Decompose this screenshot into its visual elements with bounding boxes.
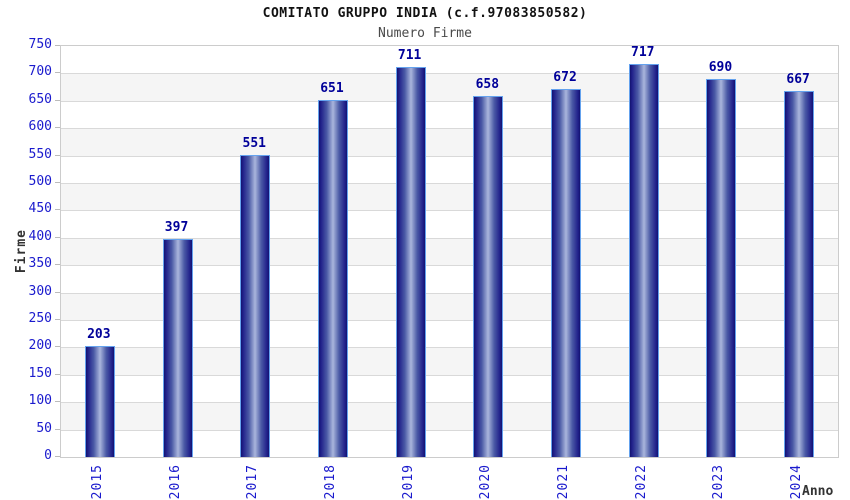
- gridline: [61, 265, 838, 267]
- x-tick-label: 2021: [556, 464, 572, 500]
- y-tick-mark: [55, 373, 60, 375]
- bar-value-label: 203: [87, 326, 111, 342]
- bar-value-label: 551: [242, 136, 266, 152]
- gridline: [61, 73, 838, 75]
- y-tick-mark: [55, 45, 60, 46]
- y-tick-label: 200: [28, 338, 52, 354]
- bar: [784, 91, 815, 457]
- bar-value-label: 711: [397, 48, 422, 64]
- y-tick-label: 550: [28, 146, 52, 162]
- y-tick-label: 600: [28, 119, 52, 135]
- gridline: [61, 402, 838, 404]
- x-tick-label: 2024: [789, 464, 805, 500]
- plot-area: [60, 45, 839, 458]
- x-tick-label: 2020: [478, 464, 494, 500]
- bar: [628, 64, 659, 457]
- bar: [706, 78, 737, 457]
- gridline: [61, 429, 838, 431]
- bar-value-label: 651: [320, 81, 344, 97]
- y-tick-mark: [55, 99, 60, 101]
- y-tick-mark: [55, 127, 60, 129]
- y-tick-mark: [55, 264, 60, 266]
- bar-value-label: 667: [786, 72, 810, 88]
- x-tick-label: 2017: [245, 464, 261, 500]
- bar-value-label: 672: [553, 69, 577, 85]
- gridline: [61, 210, 838, 212]
- y-tick-mark: [55, 154, 60, 156]
- y-tick-mark: [55, 72, 60, 74]
- y-tick-label: 500: [28, 174, 52, 189]
- bar: [473, 96, 504, 457]
- bar-value-label: 397: [164, 220, 189, 236]
- y-tick-label: 0: [44, 448, 52, 463]
- bar: [84, 345, 115, 457]
- y-tick-mark: [55, 236, 60, 238]
- y-tick-mark: [55, 456, 60, 457]
- y-tick-mark: [55, 401, 60, 403]
- bar-value-label: 658: [475, 77, 500, 93]
- y-tick-label: 250: [28, 311, 52, 326]
- gridline: [61, 347, 838, 349]
- y-tick-label: 650: [28, 91, 52, 107]
- bar: [317, 100, 348, 457]
- bar: [240, 155, 271, 457]
- gridline: [61, 292, 838, 294]
- y-tick-mark: [55, 319, 60, 320]
- y-tick-label: 150: [28, 365, 52, 381]
- y-tick-mark: [55, 209, 60, 211]
- gridline: [61, 128, 838, 130]
- x-tick-label: 2022: [633, 464, 649, 500]
- y-tick-label: 300: [28, 283, 52, 299]
- y-tick-mark: [55, 182, 60, 183]
- chart-subtitle: Numero Firme: [378, 26, 472, 41]
- gridline: [61, 374, 838, 376]
- y-tick-mark: [55, 291, 60, 293]
- bar: [551, 88, 582, 457]
- x-tick-label: 2016: [167, 464, 183, 500]
- gridline: [61, 237, 838, 239]
- chart-title: COMITATO GRUPPO INDIA (c.f.97083850582): [262, 6, 588, 21]
- gridline: [61, 320, 838, 321]
- x-tick-label: 2023: [711, 464, 727, 500]
- y-tick-label: 50: [36, 420, 52, 436]
- gridline: [61, 100, 838, 102]
- y-tick-label: 350: [28, 256, 52, 272]
- x-tick-label: 2018: [322, 464, 338, 500]
- gridline: [61, 183, 838, 184]
- y-tick-label: 400: [28, 228, 52, 244]
- x-axis-title: Anno: [802, 484, 834, 499]
- bar-value-label: 690: [708, 59, 733, 75]
- y-tick-label: 450: [28, 201, 52, 217]
- y-tick-mark: [55, 428, 60, 430]
- y-tick-label: 100: [28, 393, 52, 409]
- y-tick-label: 750: [28, 37, 52, 52]
- y-tick-mark: [55, 346, 60, 348]
- y-tick-label: 700: [28, 64, 52, 80]
- gridline: [61, 155, 838, 157]
- bar-value-label: 717: [631, 45, 655, 61]
- bar: [395, 67, 426, 457]
- x-tick-label: 2015: [89, 464, 105, 500]
- bar: [162, 239, 193, 457]
- x-tick-label: 2019: [400, 464, 416, 500]
